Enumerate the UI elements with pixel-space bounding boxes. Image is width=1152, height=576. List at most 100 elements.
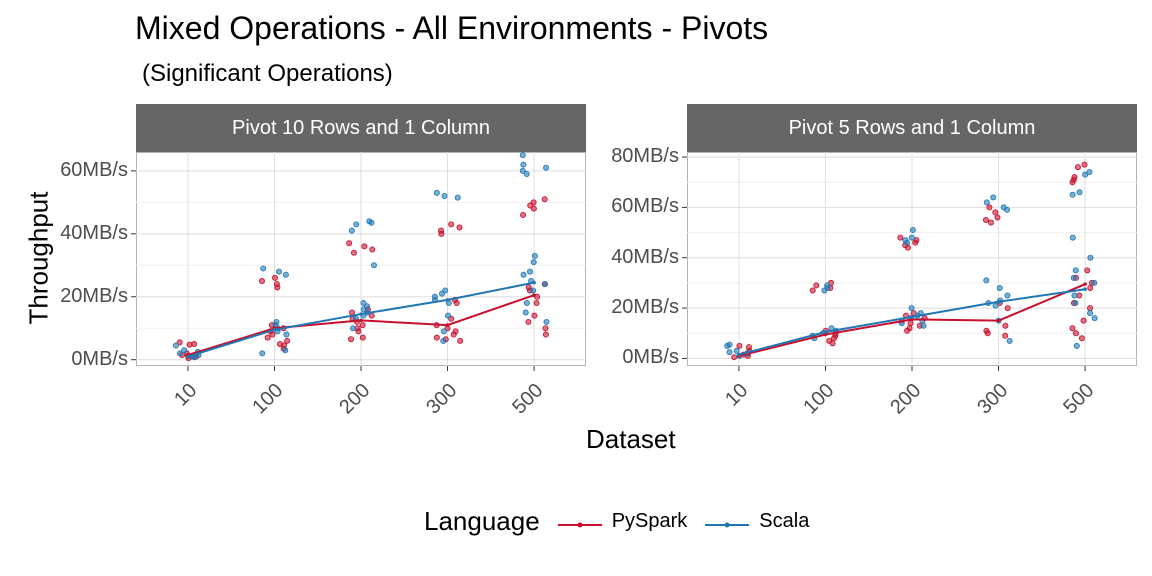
data-point-pyspark	[359, 334, 366, 341]
panel-strip-left: Pivot 10 Rows and 1 Column	[136, 104, 586, 152]
data-point-scala	[433, 189, 440, 196]
data-point-pyspark	[369, 246, 376, 253]
data-point-scala	[282, 347, 289, 354]
data-point-pyspark	[1087, 284, 1094, 291]
data-point-pyspark	[994, 214, 1001, 221]
data-point-pyspark	[1081, 161, 1088, 168]
data-point-pyspark	[809, 287, 816, 294]
series-marker-pyspark	[910, 317, 914, 322]
data-point-pyspark	[1069, 179, 1076, 186]
series-marker-scala	[996, 300, 1001, 304]
data-point-scala	[520, 161, 527, 168]
data-point-scala	[454, 194, 461, 201]
data-point-scala	[543, 164, 550, 171]
data-point-pyspark	[907, 320, 914, 327]
data-point-pyspark	[830, 335, 837, 342]
data-point-scala	[520, 271, 527, 278]
y-tick-label: 20MB/s	[611, 296, 679, 319]
data-point-scala	[348, 227, 355, 234]
series-marker-pyspark	[445, 323, 450, 327]
y-tick-label: 20MB/s	[60, 284, 128, 307]
data-point-scala	[1091, 315, 1098, 322]
data-point-scala	[530, 259, 537, 266]
data-point-pyspark	[1074, 164, 1081, 171]
legend-key-pyspark	[557, 515, 602, 529]
data-point-pyspark	[346, 240, 353, 247]
data-point-scala	[724, 342, 731, 349]
legend-title: Language	[424, 506, 540, 536]
data-point-scala	[983, 199, 990, 206]
data-point-scala	[904, 239, 911, 246]
data-point-pyspark	[736, 342, 743, 349]
data-point-pyspark	[284, 337, 291, 344]
data-point-pyspark	[438, 230, 445, 237]
data-point-pyspark	[355, 328, 362, 335]
data-point-pyspark	[731, 354, 738, 361]
data-point-pyspark	[1087, 305, 1094, 312]
y-tick-label: 40MB/s	[611, 245, 679, 268]
data-point-scala	[1087, 310, 1094, 317]
data-point-pyspark	[982, 216, 989, 223]
legend-item-scala: Scala	[705, 510, 809, 533]
data-point-scala	[1070, 274, 1077, 281]
data-point-scala	[181, 347, 188, 354]
data-point-scala	[1006, 337, 1013, 344]
series-marker-scala	[1083, 287, 1087, 292]
data-point-pyspark	[1084, 267, 1091, 274]
data-point-scala	[920, 322, 927, 329]
y-axis-title: Throughput	[23, 191, 54, 325]
data-point-pyspark	[433, 334, 440, 341]
data-point-scala	[440, 337, 447, 344]
data-point-pyspark	[987, 219, 994, 226]
data-point-scala	[370, 262, 377, 269]
data-point-pyspark	[448, 221, 455, 228]
data-point-scala	[726, 349, 733, 356]
data-point-pyspark	[904, 244, 911, 251]
data-point-scala	[908, 305, 915, 312]
data-point-scala	[983, 277, 990, 284]
data-point-scala	[996, 284, 1003, 291]
series-marker-pyspark	[1083, 282, 1087, 286]
data-point-scala	[821, 287, 828, 294]
data-point-scala	[276, 268, 283, 275]
data-point-scala	[1069, 234, 1076, 241]
data-point-scala	[438, 290, 445, 297]
data-point-scala	[1087, 254, 1094, 261]
data-point-scala	[733, 347, 740, 354]
x-axis-title: Dataset	[586, 424, 676, 454]
data-point-pyspark	[897, 234, 904, 241]
data-point-scala	[360, 306, 367, 313]
data-point-scala	[542, 281, 549, 288]
data-point-scala	[1073, 342, 1080, 349]
data-point-pyspark	[453, 300, 460, 307]
data-point-pyspark	[813, 282, 820, 289]
data-point-pyspark	[1080, 317, 1087, 324]
data-point-scala	[1086, 169, 1093, 176]
y-tick-label: 60MB/s	[60, 158, 128, 181]
data-point-pyspark	[531, 312, 538, 319]
y-tick-label: 40MB/s	[60, 221, 128, 244]
data-point-scala	[172, 342, 179, 349]
y-tick-label: 0MB/s	[622, 346, 679, 369]
data-point-pyspark	[457, 337, 464, 344]
data-point-pyspark	[264, 334, 271, 341]
data-point-scala	[440, 328, 447, 335]
data-point-scala	[283, 331, 290, 338]
data-point-scala	[990, 194, 997, 201]
data-point-pyspark	[992, 209, 999, 216]
data-point-scala	[350, 325, 357, 332]
series-marker-scala	[823, 330, 828, 334]
legend: Language PySpark Scala	[424, 506, 827, 537]
data-point-pyspark	[349, 309, 356, 316]
panel-strip-right: Pivot 5 Rows and 1 Column	[687, 104, 1137, 152]
data-point-scala	[1076, 189, 1083, 196]
data-point-pyspark	[269, 331, 276, 338]
data-point-pyspark	[1069, 325, 1076, 332]
data-point-scala	[530, 287, 537, 294]
data-point-pyspark	[1078, 335, 1085, 342]
data-point-scala	[523, 300, 530, 307]
data-point-pyspark	[542, 331, 549, 338]
data-point-pyspark	[984, 330, 991, 337]
data-point-pyspark	[520, 211, 527, 218]
data-point-pyspark	[533, 300, 540, 307]
